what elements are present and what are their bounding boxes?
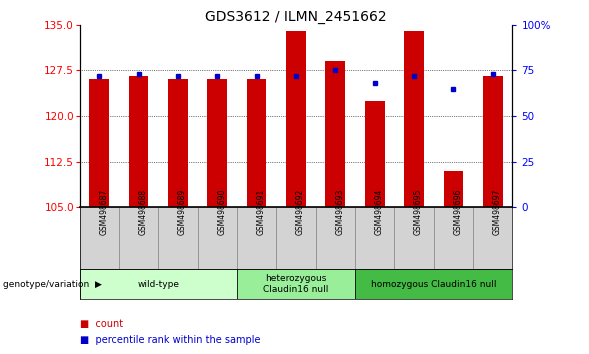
Bar [168, 79, 188, 207]
Text: GSM498692: GSM498692 [296, 189, 305, 235]
Bar [316, 207, 355, 269]
Bar [355, 207, 395, 269]
Bar [326, 61, 345, 207]
Bar [276, 207, 316, 269]
Text: GSM498689: GSM498689 [178, 189, 187, 235]
Bar [90, 79, 109, 207]
Bar [80, 207, 119, 269]
Text: GSM498693: GSM498693 [335, 189, 345, 235]
Bar [286, 31, 306, 207]
Bar [207, 79, 227, 207]
Text: GSM498695: GSM498695 [414, 189, 423, 235]
Text: GSM498691: GSM498691 [257, 189, 266, 235]
Bar [404, 31, 424, 207]
Title: GDS3612 / ILMN_2451662: GDS3612 / ILMN_2451662 [205, 10, 387, 24]
Bar [355, 269, 512, 299]
Bar [119, 207, 158, 269]
Text: genotype/variation  ▶: genotype/variation ▶ [3, 280, 102, 289]
Bar [197, 207, 237, 269]
Text: ■  count: ■ count [80, 319, 123, 329]
Text: wild-type: wild-type [137, 280, 179, 289]
Bar [444, 171, 463, 207]
Bar [237, 207, 276, 269]
Bar [247, 79, 266, 207]
Bar [365, 101, 385, 207]
Text: GSM498688: GSM498688 [138, 189, 148, 235]
Text: GSM498694: GSM498694 [375, 189, 383, 235]
Text: ■  percentile rank within the sample: ■ percentile rank within the sample [80, 335, 260, 345]
Text: heterozygous
Claudin16 null: heterozygous Claudin16 null [263, 274, 329, 294]
Text: GSM498696: GSM498696 [454, 189, 462, 235]
Text: GSM498697: GSM498697 [493, 189, 502, 235]
Text: homozygous Claudin16 null: homozygous Claudin16 null [371, 280, 497, 289]
Bar [395, 207, 434, 269]
Bar [158, 207, 197, 269]
Bar [237, 269, 355, 299]
Bar [80, 269, 237, 299]
Bar [434, 207, 473, 269]
Bar [129, 76, 148, 207]
Text: GSM498687: GSM498687 [99, 189, 108, 235]
Bar [473, 207, 512, 269]
Bar [483, 76, 502, 207]
Text: GSM498690: GSM498690 [217, 189, 226, 235]
